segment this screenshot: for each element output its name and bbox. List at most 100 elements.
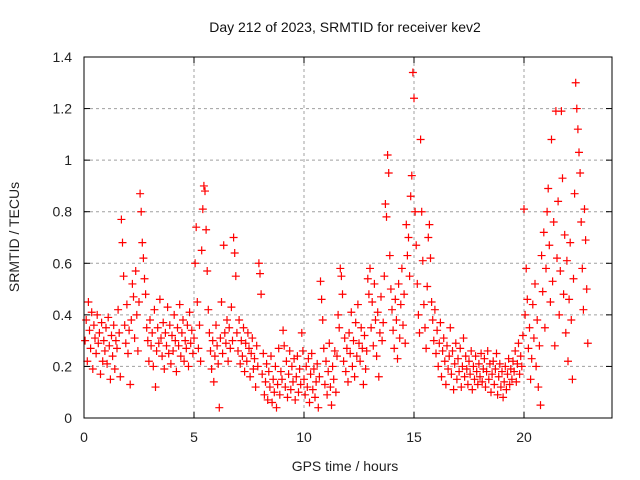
data-point — [496, 383, 505, 392]
data-point — [324, 367, 333, 376]
data-point — [212, 321, 220, 330]
data-point — [451, 339, 460, 348]
data-point — [228, 336, 237, 345]
data-point — [247, 349, 256, 358]
data-point — [273, 380, 282, 389]
data-point — [434, 362, 443, 371]
data-point — [94, 339, 103, 348]
data-point — [517, 362, 526, 371]
data-point — [494, 372, 503, 381]
data-point — [116, 372, 125, 381]
data-point — [196, 357, 205, 366]
data-point — [173, 323, 182, 332]
data-point — [331, 388, 340, 397]
data-point — [221, 339, 230, 348]
data-point — [505, 380, 514, 389]
data-point — [183, 321, 192, 330]
data-point — [235, 316, 244, 325]
data-point — [232, 328, 241, 337]
data-point — [319, 344, 328, 353]
data-point — [257, 290, 266, 299]
data-point — [468, 385, 477, 394]
data-point — [395, 334, 404, 343]
data-point — [198, 205, 207, 214]
data-point — [460, 372, 469, 381]
data-point — [400, 290, 409, 299]
data-point — [565, 295, 574, 304]
data-point — [484, 375, 493, 384]
data-point — [291, 395, 300, 404]
data-point — [472, 367, 481, 376]
data-point — [476, 372, 484, 381]
data-point — [383, 150, 392, 159]
data-point — [567, 316, 576, 325]
data-point — [188, 349, 197, 358]
data-point — [298, 346, 307, 355]
data-point — [536, 401, 545, 410]
data-point — [560, 230, 569, 239]
data-point — [364, 290, 373, 299]
data-point — [246, 372, 255, 381]
data-point — [447, 370, 456, 379]
data-point — [272, 403, 281, 412]
data-point — [558, 174, 567, 183]
data-point — [559, 290, 568, 299]
data-point — [340, 334, 349, 343]
data-point — [264, 367, 273, 376]
data-point — [524, 344, 533, 353]
data-point — [164, 349, 173, 358]
data-point — [449, 385, 458, 394]
data-point — [204, 305, 213, 314]
data-point — [547, 135, 556, 144]
data-point — [553, 254, 561, 263]
data-point — [500, 377, 509, 386]
data-point — [436, 318, 445, 327]
data-point — [339, 357, 348, 366]
data-point — [86, 344, 95, 353]
data-point — [443, 341, 451, 350]
data-point — [568, 375, 577, 384]
data-point — [229, 233, 238, 242]
data-point — [523, 295, 532, 304]
data-point — [366, 264, 374, 273]
data-point — [527, 354, 536, 363]
data-point — [580, 205, 589, 214]
data-point — [534, 383, 543, 392]
data-point — [338, 290, 347, 299]
data-point — [95, 328, 104, 337]
data-point — [190, 334, 198, 343]
data-point — [546, 297, 555, 306]
data-point — [391, 295, 400, 304]
data-point — [309, 365, 318, 374]
data-point — [106, 375, 115, 384]
data-point — [437, 372, 446, 381]
data-point — [165, 321, 174, 330]
data-point — [503, 370, 512, 379]
data-point — [335, 323, 344, 332]
data-point — [274, 344, 283, 353]
data-point — [186, 339, 195, 348]
data-point — [429, 336, 438, 345]
data-point — [510, 367, 519, 376]
data-point — [422, 344, 431, 353]
data-point — [427, 297, 436, 306]
data-point — [176, 352, 185, 361]
data-point — [234, 346, 242, 355]
data-point — [448, 346, 457, 355]
data-point — [491, 365, 500, 374]
data-point — [147, 341, 156, 350]
data-point — [260, 390, 269, 399]
data-point — [237, 336, 246, 345]
data-point — [417, 207, 426, 216]
data-point — [356, 357, 365, 366]
data-point — [275, 390, 284, 399]
data-point — [153, 323, 162, 332]
data-point — [342, 344, 351, 353]
data-point — [279, 326, 288, 335]
data-point — [122, 300, 131, 309]
data-point — [168, 331, 176, 340]
data-point — [129, 292, 138, 301]
data-point — [161, 328, 170, 337]
data-point — [252, 341, 261, 350]
data-point — [334, 310, 343, 319]
